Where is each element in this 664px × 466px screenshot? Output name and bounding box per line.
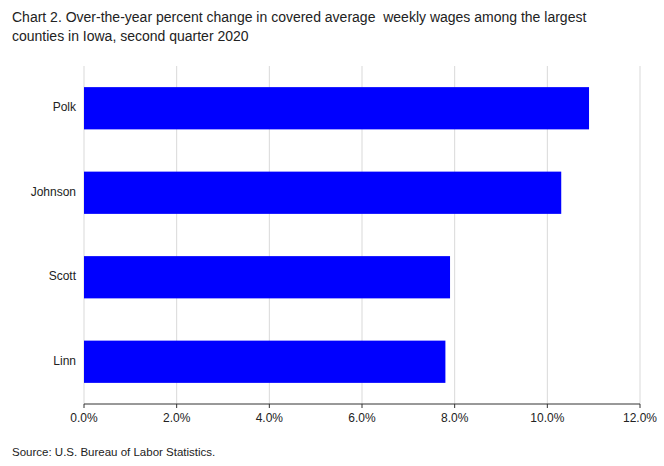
x-tick (640, 404, 641, 408)
x-tick-label: 4.0% (256, 411, 284, 425)
grid (84, 66, 640, 404)
x-tick (176, 404, 177, 408)
chart-svg: Chart 2. Over-the-year percent change in… (0, 0, 664, 466)
x-tick (362, 404, 363, 408)
bars (84, 87, 589, 383)
chart-container: Chart 2. Over-the-year percent change in… (0, 0, 664, 466)
y-tick-label: Polk (53, 100, 77, 114)
y-tick-label: Scott (49, 269, 77, 283)
y-axis: Linn Scott Johnson Polk (31, 100, 77, 368)
x-tick-label: 0.0% (70, 411, 98, 425)
x-tick-label: 2.0% (163, 411, 191, 425)
x-tick-label: 8.0% (441, 411, 469, 425)
x-tick-label: 10.0% (530, 411, 564, 425)
x-tick (269, 404, 270, 408)
x-tick (84, 404, 85, 408)
y-tick-label: Johnson (31, 185, 76, 199)
grid-line (640, 66, 641, 404)
x-axis: 0.0% 2.0% 4.0% 6.0% 8.0% 10.0% 12.0% (70, 404, 657, 425)
x-tick-label: 6.0% (348, 411, 376, 425)
y-tick-label: Linn (53, 354, 76, 368)
chart-title: counties in Iowa, second quarter 2020 (12, 28, 249, 44)
chart-title: Chart 2. Over-the-year percent change in… (12, 9, 586, 25)
bar (84, 87, 589, 129)
bar (84, 341, 445, 383)
x-tick (454, 404, 455, 408)
bar (84, 172, 561, 214)
x-tick-label: 12.0% (623, 411, 657, 425)
source-note: Source: U.S. Bureau of Labor Statistics. (12, 446, 215, 458)
x-tick (547, 404, 548, 408)
bar (84, 256, 450, 298)
